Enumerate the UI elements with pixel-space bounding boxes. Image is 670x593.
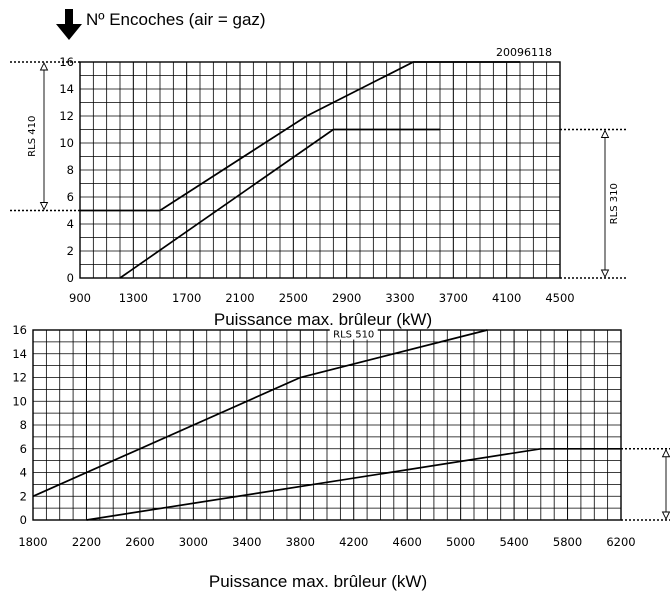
- x-tick-label: 900: [69, 291, 91, 305]
- inner-label: RLS 510: [333, 330, 374, 341]
- x-tick-label: 1800: [18, 535, 47, 549]
- plot-frame: [79, 61, 561, 279]
- x-tick-label: 1300: [119, 291, 148, 305]
- x-tick-label: 4600: [393, 535, 422, 549]
- series-line: [80, 61, 520, 212]
- x-tick-label: 5800: [553, 535, 582, 549]
- x-tick-label: 2100: [225, 291, 254, 305]
- y-tick-label: 10: [12, 394, 27, 408]
- y-tick-label: 6: [67, 190, 74, 204]
- x-tick-label: 4200: [339, 535, 368, 549]
- y-tick-label: 2: [20, 489, 27, 503]
- x-tick-label: 3700: [439, 291, 468, 305]
- x-tick-label: 2200: [72, 535, 101, 549]
- top-x-axis-label: Puissance max. brûleur (kW): [214, 310, 432, 329]
- range-arrow-head: [661, 511, 670, 521]
- x-tick-label: 2600: [125, 535, 154, 549]
- bottom-x-axis-label: Puissance max. brûleur (kW): [209, 572, 427, 591]
- y-tick-label: 6: [20, 442, 27, 456]
- figure-code: 20096118: [496, 46, 552, 59]
- y-tick-label: 4: [67, 217, 74, 231]
- x-tick-label: 2900: [332, 291, 361, 305]
- series-line: [32, 329, 488, 498]
- x-tick-label: 3800: [286, 535, 315, 549]
- x-tick-label: 3000: [179, 535, 208, 549]
- x-tick-label: 5400: [499, 535, 528, 549]
- range-arrow-head: [661, 448, 670, 458]
- range-label: RLS 410: [27, 116, 38, 157]
- x-tick-label: 4100: [492, 291, 521, 305]
- plot-frame: [32, 329, 622, 521]
- y-tick-label: 16: [12, 323, 27, 337]
- y-tick-label: 4: [20, 466, 27, 480]
- x-tick-label: 5000: [446, 535, 475, 549]
- y-tick-label: 14: [59, 82, 74, 96]
- y-tick-label: 0: [67, 271, 74, 285]
- range-arrow-head: [600, 269, 610, 279]
- range-label: RLS 310: [609, 183, 620, 224]
- y-tick-label: 12: [59, 109, 74, 123]
- chart-title: Nº Encoches (air = gaz): [86, 10, 266, 29]
- x-tick-label: 2500: [279, 291, 308, 305]
- series-line: [86, 447, 621, 521]
- y-tick-label: 0: [20, 513, 27, 527]
- x-tick-label: 3400: [232, 535, 261, 549]
- y-tick-label: 14: [12, 347, 27, 361]
- y-tick-label: 10: [59, 136, 74, 150]
- y-tick-label: 8: [20, 418, 27, 432]
- range-arrow-head: [39, 61, 49, 71]
- series-line: [119, 128, 440, 279]
- range-arrow-head: [39, 202, 49, 211]
- title-arrow-icon: [56, 9, 82, 40]
- range-arrow-head: [600, 129, 610, 138]
- inner-label-background: [329, 326, 378, 340]
- x-tick-label: 1700: [172, 291, 201, 305]
- chart-bottom: 0 2 4 6 8 10 12 14 16 1800 2200 2600 3000 3400 3800 420…: [12, 323, 670, 549]
- x-tick-label: 4500: [545, 291, 574, 305]
- y-tick-label: 12: [12, 371, 27, 385]
- x-tick-label: 3300: [385, 291, 414, 305]
- y-tick-label: 8: [67, 163, 74, 177]
- x-tick-label: 6200: [606, 535, 635, 549]
- y-tick-label: 2: [67, 244, 74, 258]
